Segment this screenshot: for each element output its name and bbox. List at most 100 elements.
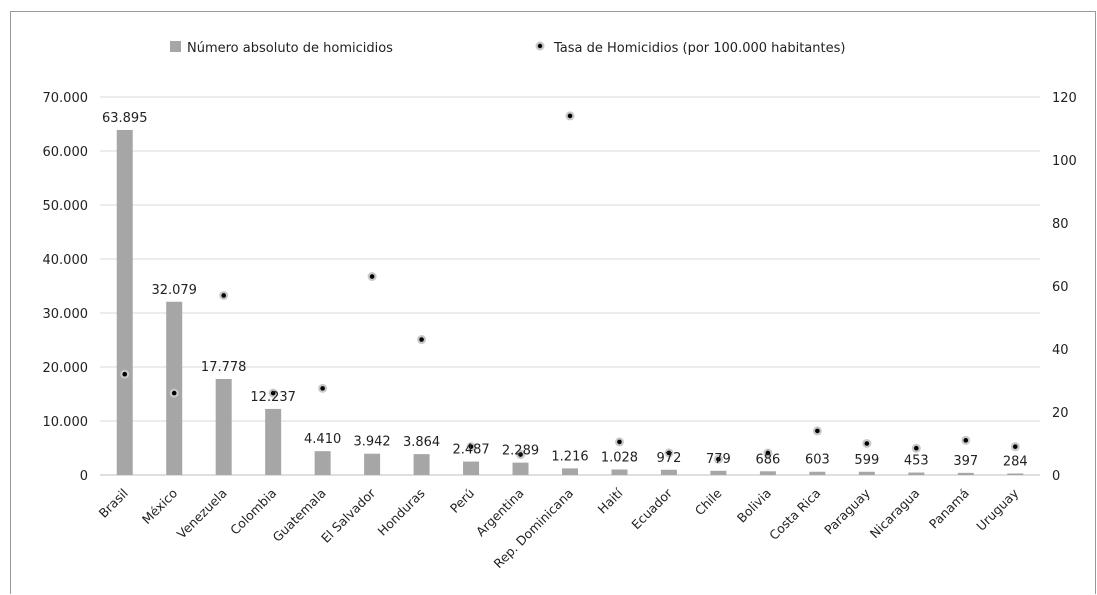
bar-data-label: 4.410 — [304, 432, 341, 447]
category-label: Panamá — [926, 486, 972, 532]
category-label: Haití — [595, 485, 626, 516]
bar-data-label: 12.237 — [250, 390, 296, 405]
rate-point — [617, 439, 622, 445]
bar-data-label: 284 — [1003, 454, 1028, 469]
bar-data-label: 32.079 — [151, 283, 197, 298]
bar — [215, 378, 232, 475]
bar-data-label: 2.289 — [502, 444, 539, 459]
bar-series — [116, 129, 1024, 476]
legend: Número absoluto de homicidios Tasa de Ho… — [170, 41, 845, 56]
right-tick-label: 120 — [1052, 91, 1077, 106]
category-label: Ecuador — [628, 485, 675, 532]
rate-point — [468, 444, 474, 449]
category-label: Paraguay — [821, 485, 873, 537]
rate-point — [122, 371, 128, 377]
bar — [611, 469, 628, 475]
rate-point — [419, 337, 424, 342]
rate-point — [221, 293, 226, 298]
left-tick-label: 20.000 — [43, 361, 89, 376]
rate-point — [914, 445, 919, 451]
right-tick-label: 60 — [1052, 280, 1069, 295]
category-label: Costa Rica — [766, 486, 823, 543]
rate-point — [270, 390, 276, 396]
rate-series — [120, 111, 1020, 464]
left-axis-ticks: 0 10.000 20.000 30.000 40.000 50.000 60.000 70.… — [43, 91, 89, 484]
category-label: Bolivia — [734, 486, 774, 526]
right-tick-label: 0 — [1052, 469, 1060, 484]
rate-point — [864, 441, 870, 446]
bar-data-label: 1.216 — [551, 449, 588, 464]
bar — [265, 408, 282, 475]
legend-swatch-bars — [170, 41, 181, 52]
bar-data-label: 3.942 — [353, 435, 390, 450]
rate-point — [567, 113, 573, 119]
left-tick-label: 30.000 — [43, 307, 89, 322]
rate-point — [815, 428, 820, 434]
rate-point — [320, 386, 325, 391]
bar — [512, 462, 529, 475]
bar — [1007, 473, 1024, 475]
left-tick-label: 70.000 — [43, 91, 89, 106]
category-label: Honduras — [375, 486, 428, 539]
bar-data-label: 779 — [706, 452, 731, 467]
rate-point — [716, 456, 721, 462]
rate-point — [171, 390, 177, 396]
bar-data-label: 1.028 — [601, 450, 638, 465]
right-tick-label: 40 — [1052, 343, 1069, 358]
right-tick-label: 80 — [1052, 217, 1069, 232]
bar — [166, 301, 183, 475]
gridlines — [100, 96, 1040, 476]
bar-data-label: 686 — [755, 452, 780, 467]
legend-label-bars: Número absoluto de homicidios — [187, 41, 393, 56]
left-tick-label: 10.000 — [43, 415, 89, 430]
right-tick-label: 100 — [1052, 154, 1077, 169]
rate-point — [369, 274, 375, 279]
bar — [364, 453, 381, 475]
rate-point — [518, 452, 523, 457]
right-axis-ticks: 0 20 40 60 80 100 120 — [1052, 91, 1077, 484]
bar — [314, 451, 331, 475]
chart-frame — [10, 11, 1096, 594]
bar — [710, 470, 727, 475]
category-label: México — [139, 486, 180, 527]
bar — [908, 472, 925, 475]
legend-label-rate: Tasa de Homicidios (por 100.000 habitant… — [553, 41, 845, 56]
left-tick-label: 50.000 — [43, 199, 89, 214]
bar-data-label: 599 — [854, 453, 879, 468]
rate-point — [963, 438, 969, 443]
category-label: El Salvador — [318, 485, 379, 546]
bar-data-label: 397 — [953, 454, 978, 469]
category-label: Uruguay — [973, 485, 1022, 534]
bar-data-label: 17.778 — [201, 360, 247, 375]
bar-data-label: 3.864 — [403, 435, 440, 450]
bar-data-label: 972 — [657, 451, 682, 466]
category-label: Perú — [447, 486, 477, 516]
category-label: Chile — [692, 485, 725, 518]
bar — [809, 471, 826, 475]
bar — [957, 472, 974, 475]
bar — [116, 129, 133, 476]
category-label: Brasil — [96, 486, 131, 521]
left-tick-label: 60.000 — [43, 145, 89, 160]
rate-point — [765, 450, 771, 456]
bar — [759, 471, 776, 475]
category-label: Colombia — [227, 486, 279, 538]
left-tick-label: 0 — [80, 469, 88, 484]
bar-data-label: 453 — [904, 454, 929, 469]
category-label: Nicaragua — [867, 486, 923, 542]
rate-point — [1012, 444, 1018, 449]
right-tick-label: 20 — [1052, 406, 1069, 421]
bar — [660, 469, 677, 475]
bar-data-label: 2.487 — [452, 443, 489, 458]
bar-data-label: 63.895 — [102, 111, 148, 126]
bar-data-label: 603 — [805, 453, 830, 468]
bar — [858, 471, 875, 475]
legend-swatch-rate-dot — [537, 43, 543, 49]
bar — [562, 468, 578, 475]
category-label: Venezuela — [174, 486, 230, 542]
left-tick-label: 40.000 — [43, 253, 89, 268]
rate-point — [666, 450, 672, 456]
bar — [413, 454, 430, 475]
